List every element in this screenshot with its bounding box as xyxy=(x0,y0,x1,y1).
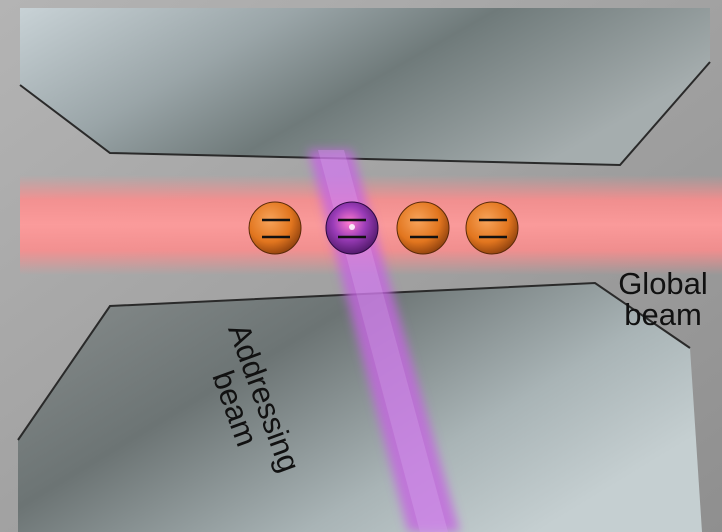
top-electrode xyxy=(20,8,710,165)
ion xyxy=(248,201,302,255)
bottom-electrode xyxy=(18,283,702,532)
ion xyxy=(396,201,450,255)
global-beam-label-line1: Global xyxy=(618,266,708,301)
ion xyxy=(465,201,519,255)
ion-addressed xyxy=(325,201,379,255)
global-beam-label: Global beam xyxy=(604,268,722,330)
ion-row xyxy=(248,201,519,255)
global-beam-label-line2: beam xyxy=(624,297,702,332)
